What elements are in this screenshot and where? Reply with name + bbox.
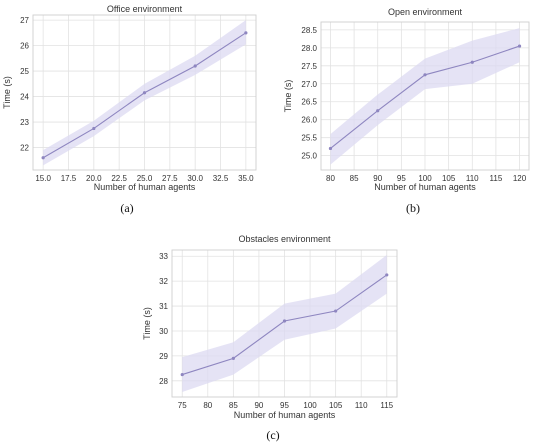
chart-office: 15.0 17.5 20.0 22.5 25.0 27.5 30.0 32.5 35.0 22 23… — [2, 4, 257, 192]
office-y-tick-label: 22 — [20, 144, 29, 153]
obstacles-x-tick-label: 75 — [178, 401, 187, 410]
open-y-tick-label: 27.5 — [301, 62, 317, 71]
obstacles-x-tick-label: 85 — [229, 401, 238, 410]
obstacles-frame — [171, 249, 398, 398]
open-frame — [320, 21, 530, 171]
office-x-axis-label: Number of human agents — [94, 182, 196, 192]
obstacles-x-tick-label: 80 — [203, 401, 212, 410]
obstacles-x-tick-label: 90 — [254, 401, 263, 410]
open-data-point — [423, 73, 427, 77]
obstacles-x-tick-label: 110 — [355, 401, 368, 410]
office-y-tick-label: 27 — [20, 16, 29, 25]
obstacles-y-tick-label: 33 — [159, 252, 168, 261]
office-x-tick-label: 17.5 — [61, 174, 77, 183]
office-data-point — [41, 156, 45, 160]
open-chart-title: Open environment — [388, 7, 463, 17]
open-x-tick-label: 120 — [513, 174, 527, 183]
open-y-tick-label: 27.0 — [301, 80, 317, 89]
obstacles-x-axis-label: Number of human agents — [234, 410, 336, 420]
open-x-axis-label: Number of human agents — [374, 182, 476, 192]
obstacles-data-point — [231, 356, 235, 360]
office-x-tick-label: 32.5 — [213, 174, 229, 183]
office-x-tick-label: 30.0 — [187, 174, 203, 183]
open-y-tick-label: 28.0 — [301, 44, 317, 53]
obstacles-x-tick-label: 115 — [380, 401, 393, 410]
office-data-point — [193, 64, 197, 68]
obstacles-data-point — [282, 319, 287, 323]
open-x-tick-label: 110 — [466, 174, 479, 183]
office-x-tick-label: 20.0 — [86, 174, 102, 183]
open-x-tick-label: 95 — [397, 174, 406, 183]
office-x-tick-label: 35.0 — [238, 174, 254, 183]
obstacles-data-point — [180, 372, 184, 377]
chart-open: 80 85 90 95 100 105 110 115 120 25.0 25.5 26.0 26.5 2… — [283, 7, 530, 192]
office-chart-title: Office environment — [107, 4, 183, 14]
chart-obstacles: 75 80 85 90 95 100 105 110 115 28 29 30 31 32 33 Obstac… — [142, 234, 398, 420]
obstacles-y-tick-label: 29 — [159, 352, 168, 361]
open-x-tick-label: 80 — [326, 174, 335, 183]
obstacles-y-tick-label: 30 — [159, 327, 168, 336]
office-data-point — [244, 31, 248, 35]
office-y-tick-label: 25 — [20, 67, 29, 76]
office-x-tick-label: 22.5 — [111, 174, 127, 183]
obstacles-y-tick-label: 31 — [159, 302, 168, 311]
open-x-tick-label: 105 — [442, 174, 456, 183]
open-y-tick-label: 26.0 — [301, 116, 317, 125]
open-data-point — [517, 44, 522, 48]
obstacles-x-tick-label: 100 — [303, 401, 317, 410]
open-y-tick-label: 28.5 — [301, 26, 317, 35]
caption-c: (c) — [266, 428, 280, 442]
office-data-point — [142, 91, 147, 95]
obstacles-x-tick-label: 95 — [280, 401, 289, 410]
office-y-axis-label: Time (s) — [2, 76, 12, 109]
caption-a: (a) — [120, 201, 134, 215]
office-data-point — [92, 126, 96, 131]
open-y-tick-label: 26.5 — [301, 98, 317, 107]
open-data-point — [376, 109, 380, 113]
caption-b: (b) — [406, 201, 420, 215]
office-x-tick-label: 25.0 — [137, 174, 153, 183]
office-x-tick-label: 27.5 — [162, 174, 178, 183]
open-x-tick-label: 90 — [373, 174, 382, 183]
obstacles-x-tick-label: 105 — [329, 401, 343, 410]
office-y-tick-label: 24 — [20, 93, 29, 102]
open-data-point — [328, 146, 333, 151]
office-x-tick-label: 15.0 — [35, 174, 51, 183]
office-y-tick-label: 26 — [20, 42, 29, 51]
open-y-tick-label: 25.5 — [301, 134, 317, 143]
obstacles-data-point — [334, 309, 338, 313]
open-x-tick-label: 115 — [490, 174, 503, 183]
office-frame — [32, 14, 257, 171]
open-x-tick-label: 100 — [418, 174, 432, 183]
open-y-axis-label: Time (s) — [283, 80, 293, 113]
open-data-point — [470, 60, 474, 64]
open-y-tick-label: 25.0 — [301, 152, 317, 161]
obstacles-y-tick-label: 32 — [159, 277, 168, 286]
open-x-tick-label: 85 — [350, 174, 359, 183]
obstacles-data-point — [385, 273, 389, 277]
obstacles-y-tick-label: 28 — [159, 377, 168, 386]
obstacles-chart-title: Obstacles environment — [238, 234, 331, 244]
office-y-tick-label: 23 — [20, 118, 29, 127]
obstacles-y-axis-label: Time (s) — [142, 307, 152, 340]
